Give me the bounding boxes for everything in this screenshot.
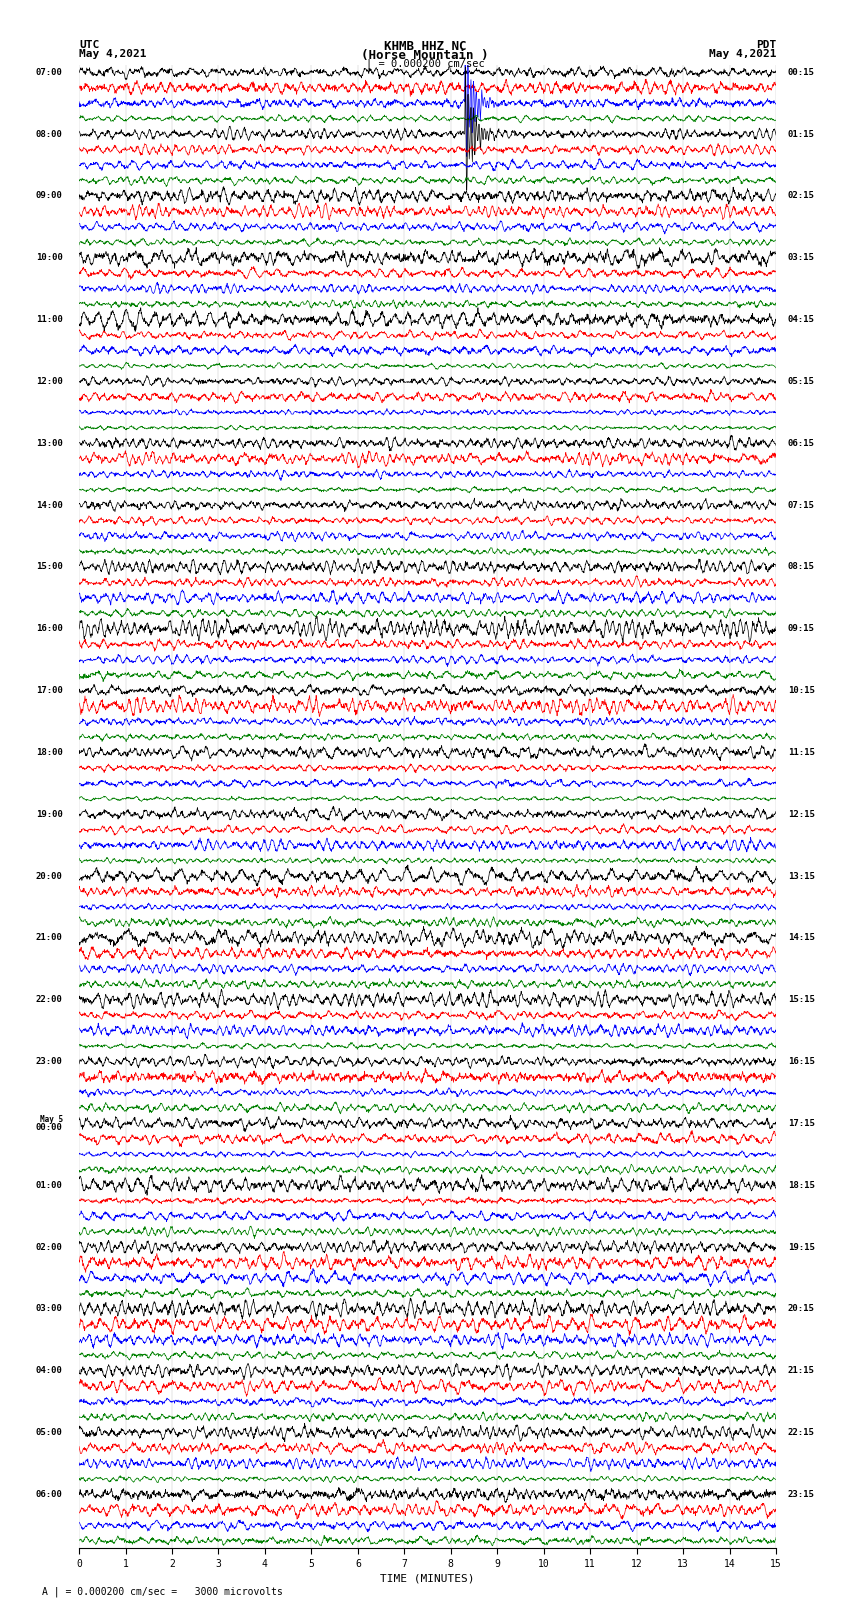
Text: 15:15: 15:15	[788, 995, 814, 1005]
Text: 09:00: 09:00	[36, 192, 63, 200]
Text: 16:15: 16:15	[788, 1057, 814, 1066]
Text: 12:15: 12:15	[788, 810, 814, 819]
Text: 01:15: 01:15	[788, 129, 814, 139]
Text: 21:15: 21:15	[788, 1366, 814, 1376]
Text: (Horse Mountain ): (Horse Mountain )	[361, 50, 489, 63]
Text: 06:00: 06:00	[36, 1490, 63, 1498]
Text: 03:00: 03:00	[36, 1305, 63, 1313]
Text: 14:15: 14:15	[788, 934, 814, 942]
Text: 11:15: 11:15	[788, 748, 814, 756]
Text: 16:00: 16:00	[36, 624, 63, 634]
Text: KHMB HHZ NC: KHMB HHZ NC	[383, 39, 467, 53]
Text: 23:00: 23:00	[36, 1057, 63, 1066]
Text: 13:00: 13:00	[36, 439, 63, 448]
Text: 05:00: 05:00	[36, 1428, 63, 1437]
Text: 11:00: 11:00	[36, 315, 63, 324]
Text: 23:15: 23:15	[788, 1490, 814, 1498]
Text: | = 0.000200 cm/sec: | = 0.000200 cm/sec	[366, 58, 484, 69]
Text: May 4,2021: May 4,2021	[79, 50, 146, 60]
Text: 19:00: 19:00	[36, 810, 63, 819]
X-axis label: TIME (MINUTES): TIME (MINUTES)	[380, 1573, 475, 1582]
Text: 20:00: 20:00	[36, 871, 63, 881]
Text: 14:00: 14:00	[36, 500, 63, 510]
Text: A | = 0.000200 cm/sec =   3000 microvolts: A | = 0.000200 cm/sec = 3000 microvolts	[42, 1586, 283, 1597]
Text: 06:15: 06:15	[788, 439, 814, 448]
Text: 00:00: 00:00	[36, 1123, 63, 1132]
Text: 18:00: 18:00	[36, 748, 63, 756]
Text: 13:15: 13:15	[788, 871, 814, 881]
Text: 07:00: 07:00	[36, 68, 63, 77]
Text: 19:15: 19:15	[788, 1242, 814, 1252]
Text: 12:00: 12:00	[36, 377, 63, 386]
Text: 04:00: 04:00	[36, 1366, 63, 1376]
Text: 08:00: 08:00	[36, 129, 63, 139]
Text: 17:00: 17:00	[36, 686, 63, 695]
Text: 08:15: 08:15	[788, 563, 814, 571]
Text: 05:15: 05:15	[788, 377, 814, 386]
Text: May 4,2021: May 4,2021	[709, 50, 776, 60]
Text: 20:15: 20:15	[788, 1305, 814, 1313]
Text: 15:00: 15:00	[36, 563, 63, 571]
Text: UTC: UTC	[79, 39, 99, 50]
Text: 02:00: 02:00	[36, 1242, 63, 1252]
Text: PDT: PDT	[756, 39, 776, 50]
Text: 01:00: 01:00	[36, 1181, 63, 1190]
Text: 03:15: 03:15	[788, 253, 814, 263]
Text: 21:00: 21:00	[36, 934, 63, 942]
Text: 10:15: 10:15	[788, 686, 814, 695]
Text: 04:15: 04:15	[788, 315, 814, 324]
Text: 10:00: 10:00	[36, 253, 63, 263]
Text: 07:15: 07:15	[788, 500, 814, 510]
Text: May 5: May 5	[40, 1115, 63, 1124]
Text: 02:15: 02:15	[788, 192, 814, 200]
Text: 22:00: 22:00	[36, 995, 63, 1005]
Text: 22:15: 22:15	[788, 1428, 814, 1437]
Text: 00:15: 00:15	[788, 68, 814, 77]
Text: 18:15: 18:15	[788, 1181, 814, 1190]
Text: 17:15: 17:15	[788, 1119, 814, 1127]
Text: 09:15: 09:15	[788, 624, 814, 634]
